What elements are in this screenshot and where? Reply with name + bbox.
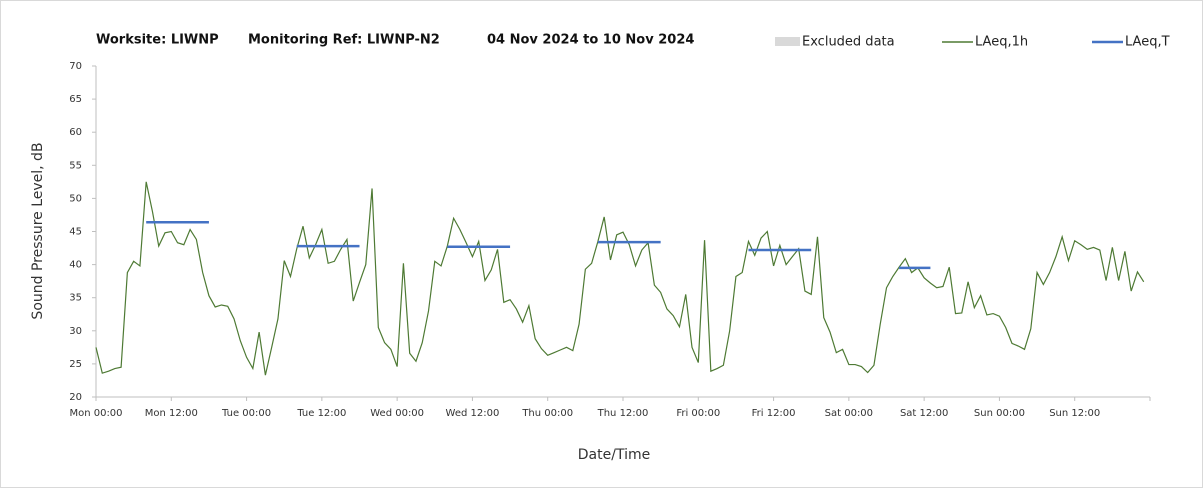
x-tick-label: Sun 12:00 [1049, 408, 1100, 419]
x-axis-label: Date/Time [578, 447, 650, 463]
x-tick-label: Wed 00:00 [370, 408, 424, 419]
legend-label: LAeq,1h [975, 35, 1028, 50]
x-tick-label: Thu 00:00 [521, 408, 573, 419]
y-tick-label: 20 [69, 392, 82, 403]
y-tick-label: 40 [69, 260, 82, 271]
x-tick-label: Sun 00:00 [974, 408, 1025, 419]
x-tick-label: Mon 00:00 [69, 408, 122, 419]
title-dates: 04 Nov 2024 to 10 Nov 2024 [487, 33, 694, 48]
legend-label: Excluded data [802, 35, 895, 50]
legend-label: LAeq,T [1125, 35, 1170, 50]
x-tick-label: Wed 12:00 [446, 408, 500, 419]
x-tick-label: Thu 12:00 [597, 408, 649, 419]
y-tick-label: 65 [69, 94, 82, 105]
y-tick-label: 50 [69, 193, 82, 204]
y-tick-label: 45 [69, 227, 82, 238]
x-tick-label: Sat 12:00 [900, 408, 948, 419]
legend-swatch [775, 37, 800, 46]
y-axis-label: Sound Pressure Level, dB [30, 142, 46, 319]
y-tick-label: 60 [69, 127, 82, 138]
x-tick-label: Tue 00:00 [221, 408, 271, 419]
series-line [95, 181, 1145, 376]
x-tick-label: Fri 00:00 [676, 408, 720, 419]
y-tick-label: 55 [69, 160, 82, 171]
x-tick-label: Sat 00:00 [825, 408, 873, 419]
x-tick-label: Mon 12:00 [145, 408, 198, 419]
y-tick-label: 30 [69, 326, 82, 337]
x-tick-label: Tue 12:00 [296, 408, 346, 419]
y-tick-label: 35 [69, 293, 82, 304]
x-tick-label: Fri 12:00 [752, 408, 796, 419]
y-tick-label: 25 [69, 359, 82, 370]
y-tick-label: 70 [69, 61, 82, 72]
title-worksite: Worksite: LIWNP [96, 33, 219, 48]
title-ref: Monitoring Ref: LIWNP-N2 [248, 33, 440, 48]
